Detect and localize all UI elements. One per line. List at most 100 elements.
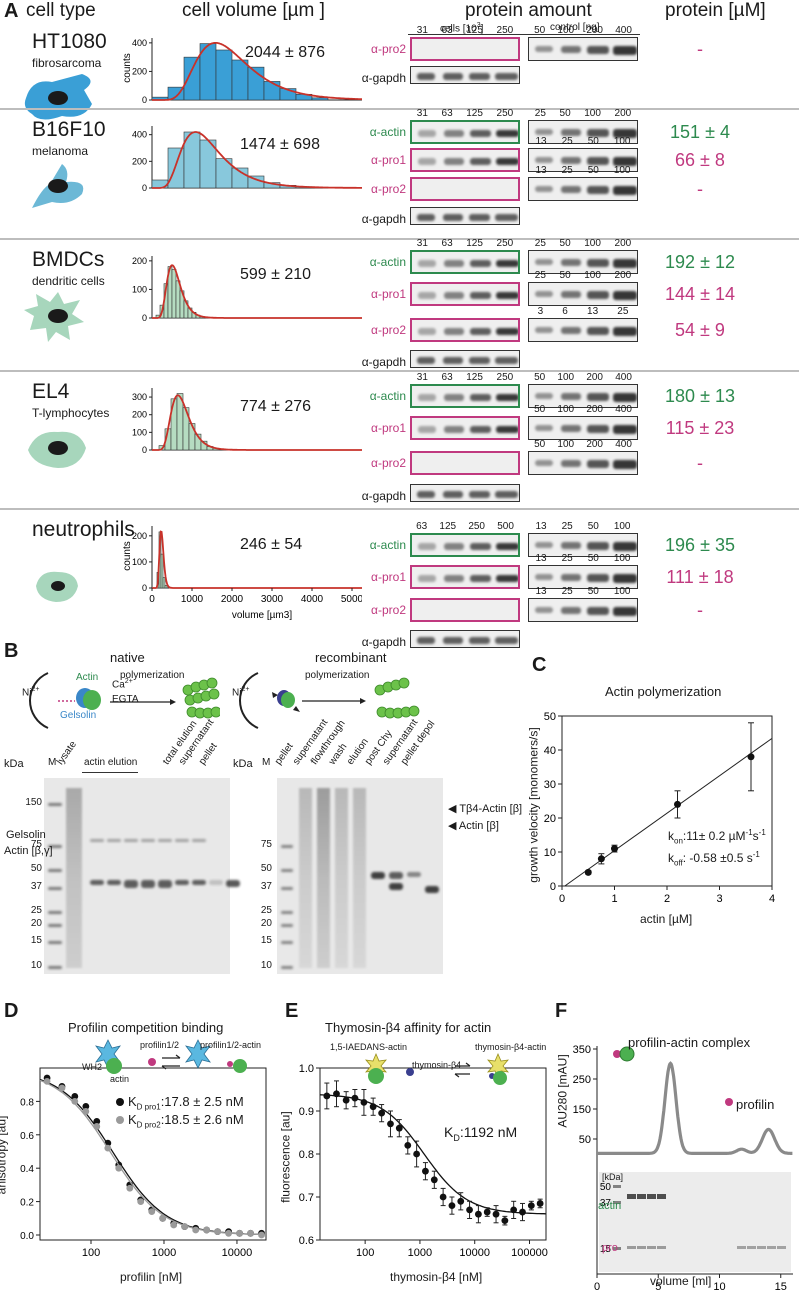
control-band <box>535 46 553 52</box>
control-lane-labels: 13 25 50 100 <box>528 521 638 532</box>
profilin-band <box>737 1246 746 1249</box>
histogram-bar <box>160 553 164 589</box>
control-band <box>535 129 553 135</box>
control-band <box>535 425 553 431</box>
antibody-label: α-actin <box>369 125 406 139</box>
volume-value: 599 ± 210 <box>240 266 312 283</box>
blot-band <box>417 491 435 498</box>
gel-marker-label: 20 <box>260 918 272 930</box>
control-lane-labels: 13 25 50 100 <box>528 553 638 564</box>
iaedans-label: 1,5-IAEDANS-actin <box>330 1042 408 1052</box>
blot-band <box>418 292 436 299</box>
antibody-label: α-pro2 <box>371 603 406 617</box>
hist-xlabel: volume [µm3] <box>232 610 292 621</box>
control-lane-labels: 13 25 50 100 <box>528 136 638 147</box>
blot-band <box>496 158 518 165</box>
x-tick-label: 5 <box>655 1281 661 1293</box>
x-tick-label: 0 <box>559 893 565 905</box>
control-band <box>561 129 581 136</box>
y-tick-label: 200 <box>132 531 147 541</box>
control-band <box>535 157 553 163</box>
control-lane-label: 100 <box>557 439 575 450</box>
data-point <box>474 1210 482 1218</box>
schematic-e <box>365 1052 509 1085</box>
profilin-band <box>767 1246 776 1249</box>
marker-band <box>48 924 62 928</box>
lane-smear <box>299 788 312 968</box>
antibody-label: α-gapdh <box>361 355 406 369</box>
control-lane-label: 400 <box>615 404 632 415</box>
x-tick-label: 5000 <box>341 594 362 605</box>
marker-band <box>613 1185 621 1188</box>
actin-band <box>192 879 206 885</box>
egta-label: EGTA <box>112 694 139 705</box>
x-tick-label: 1000 <box>181 594 204 605</box>
control-lane-label: 50 <box>534 25 546 36</box>
cell-type-subtitle: fibrosarcoma <box>32 56 102 70</box>
control-band <box>535 607 553 613</box>
blot-band <box>443 637 463 644</box>
blot-band <box>469 637 490 644</box>
control-band <box>535 393 553 399</box>
cell-lane-label: 125 <box>466 25 483 36</box>
volume-histogram: 400 200 0 counts <box>122 38 362 105</box>
y-tick-label: 0.8 <box>20 1097 34 1108</box>
control-lane-labels: 13 25 50 100 <box>528 165 638 176</box>
actin-label: Actin <box>76 672 99 683</box>
volume-histogram: 400 200 0 <box>132 126 362 193</box>
actin-label-d: actin <box>110 1074 130 1084</box>
blot-band <box>417 73 435 80</box>
cell-lane-label: 125 <box>466 108 483 119</box>
control-lane-label: 200 <box>614 108 632 119</box>
actin-band <box>637 1194 646 1199</box>
marker-band <box>48 803 62 807</box>
marker-band <box>281 844 293 848</box>
control-band <box>561 46 581 53</box>
chart-e: 100 1000 10000 100000 0.6 0.7 0.8 0.9 1.0 <box>299 1063 548 1259</box>
blot-band <box>496 260 518 267</box>
y-tick-label: 300 <box>132 392 147 402</box>
data-point <box>126 1184 134 1192</box>
control-lane-labels: 3 6 13 25 <box>528 306 638 317</box>
ca-label: Ca2+ <box>112 678 133 691</box>
x-tick-label: 10000 <box>222 1247 253 1259</box>
kon-label: kon:11± 0.2 µM-1s-1 <box>668 828 766 846</box>
protein-concentration: 54 ± 9 <box>675 320 725 340</box>
panel-letter-c: C <box>532 654 547 676</box>
cell-blot <box>410 250 520 274</box>
data-point <box>492 1210 500 1218</box>
gel-marker-label: 25 <box>260 904 272 916</box>
control-lane-label: 25 <box>534 270 546 281</box>
blot-band <box>443 491 463 498</box>
cell-lane-label: 250 <box>496 238 514 249</box>
control-band <box>561 393 581 400</box>
blot-band <box>496 394 518 401</box>
cell-blot <box>410 533 520 557</box>
gelsolin-band <box>175 839 189 843</box>
control-blot <box>528 250 638 274</box>
x-tick-label: 1000 <box>408 1247 432 1259</box>
control-lane-label: 25 <box>561 586 573 597</box>
y-tick-label: 0.7 <box>299 1192 314 1204</box>
ylabel-e: fluorescence [au] <box>278 1111 293 1203</box>
postchy-band <box>389 871 403 879</box>
cell-type-subtitle: dendritic cells <box>32 274 105 288</box>
marker-band <box>281 941 293 945</box>
blot-band <box>495 637 518 644</box>
nucleus <box>48 441 68 455</box>
gel-marker-label: 150 <box>25 797 42 809</box>
control-band <box>561 259 581 266</box>
protein-concentration: 180 ± 13 <box>665 386 735 406</box>
header-cell-type: cell type <box>26 0 96 21</box>
header-underline <box>408 34 640 35</box>
control-lane-label: 50 <box>534 404 546 415</box>
cell-lane-label: 250 <box>496 25 514 36</box>
actin-elution-bracket <box>82 772 138 773</box>
data-point <box>333 1090 340 1098</box>
data-point <box>536 1200 544 1207</box>
protein-concentration: - <box>697 453 703 473</box>
data-point <box>404 1142 412 1149</box>
antibody-label: α-pro1 <box>371 421 406 435</box>
actin-band <box>175 879 189 885</box>
legend-entry: KD pro2:18.5 ± 2.6 nM <box>128 1112 244 1130</box>
